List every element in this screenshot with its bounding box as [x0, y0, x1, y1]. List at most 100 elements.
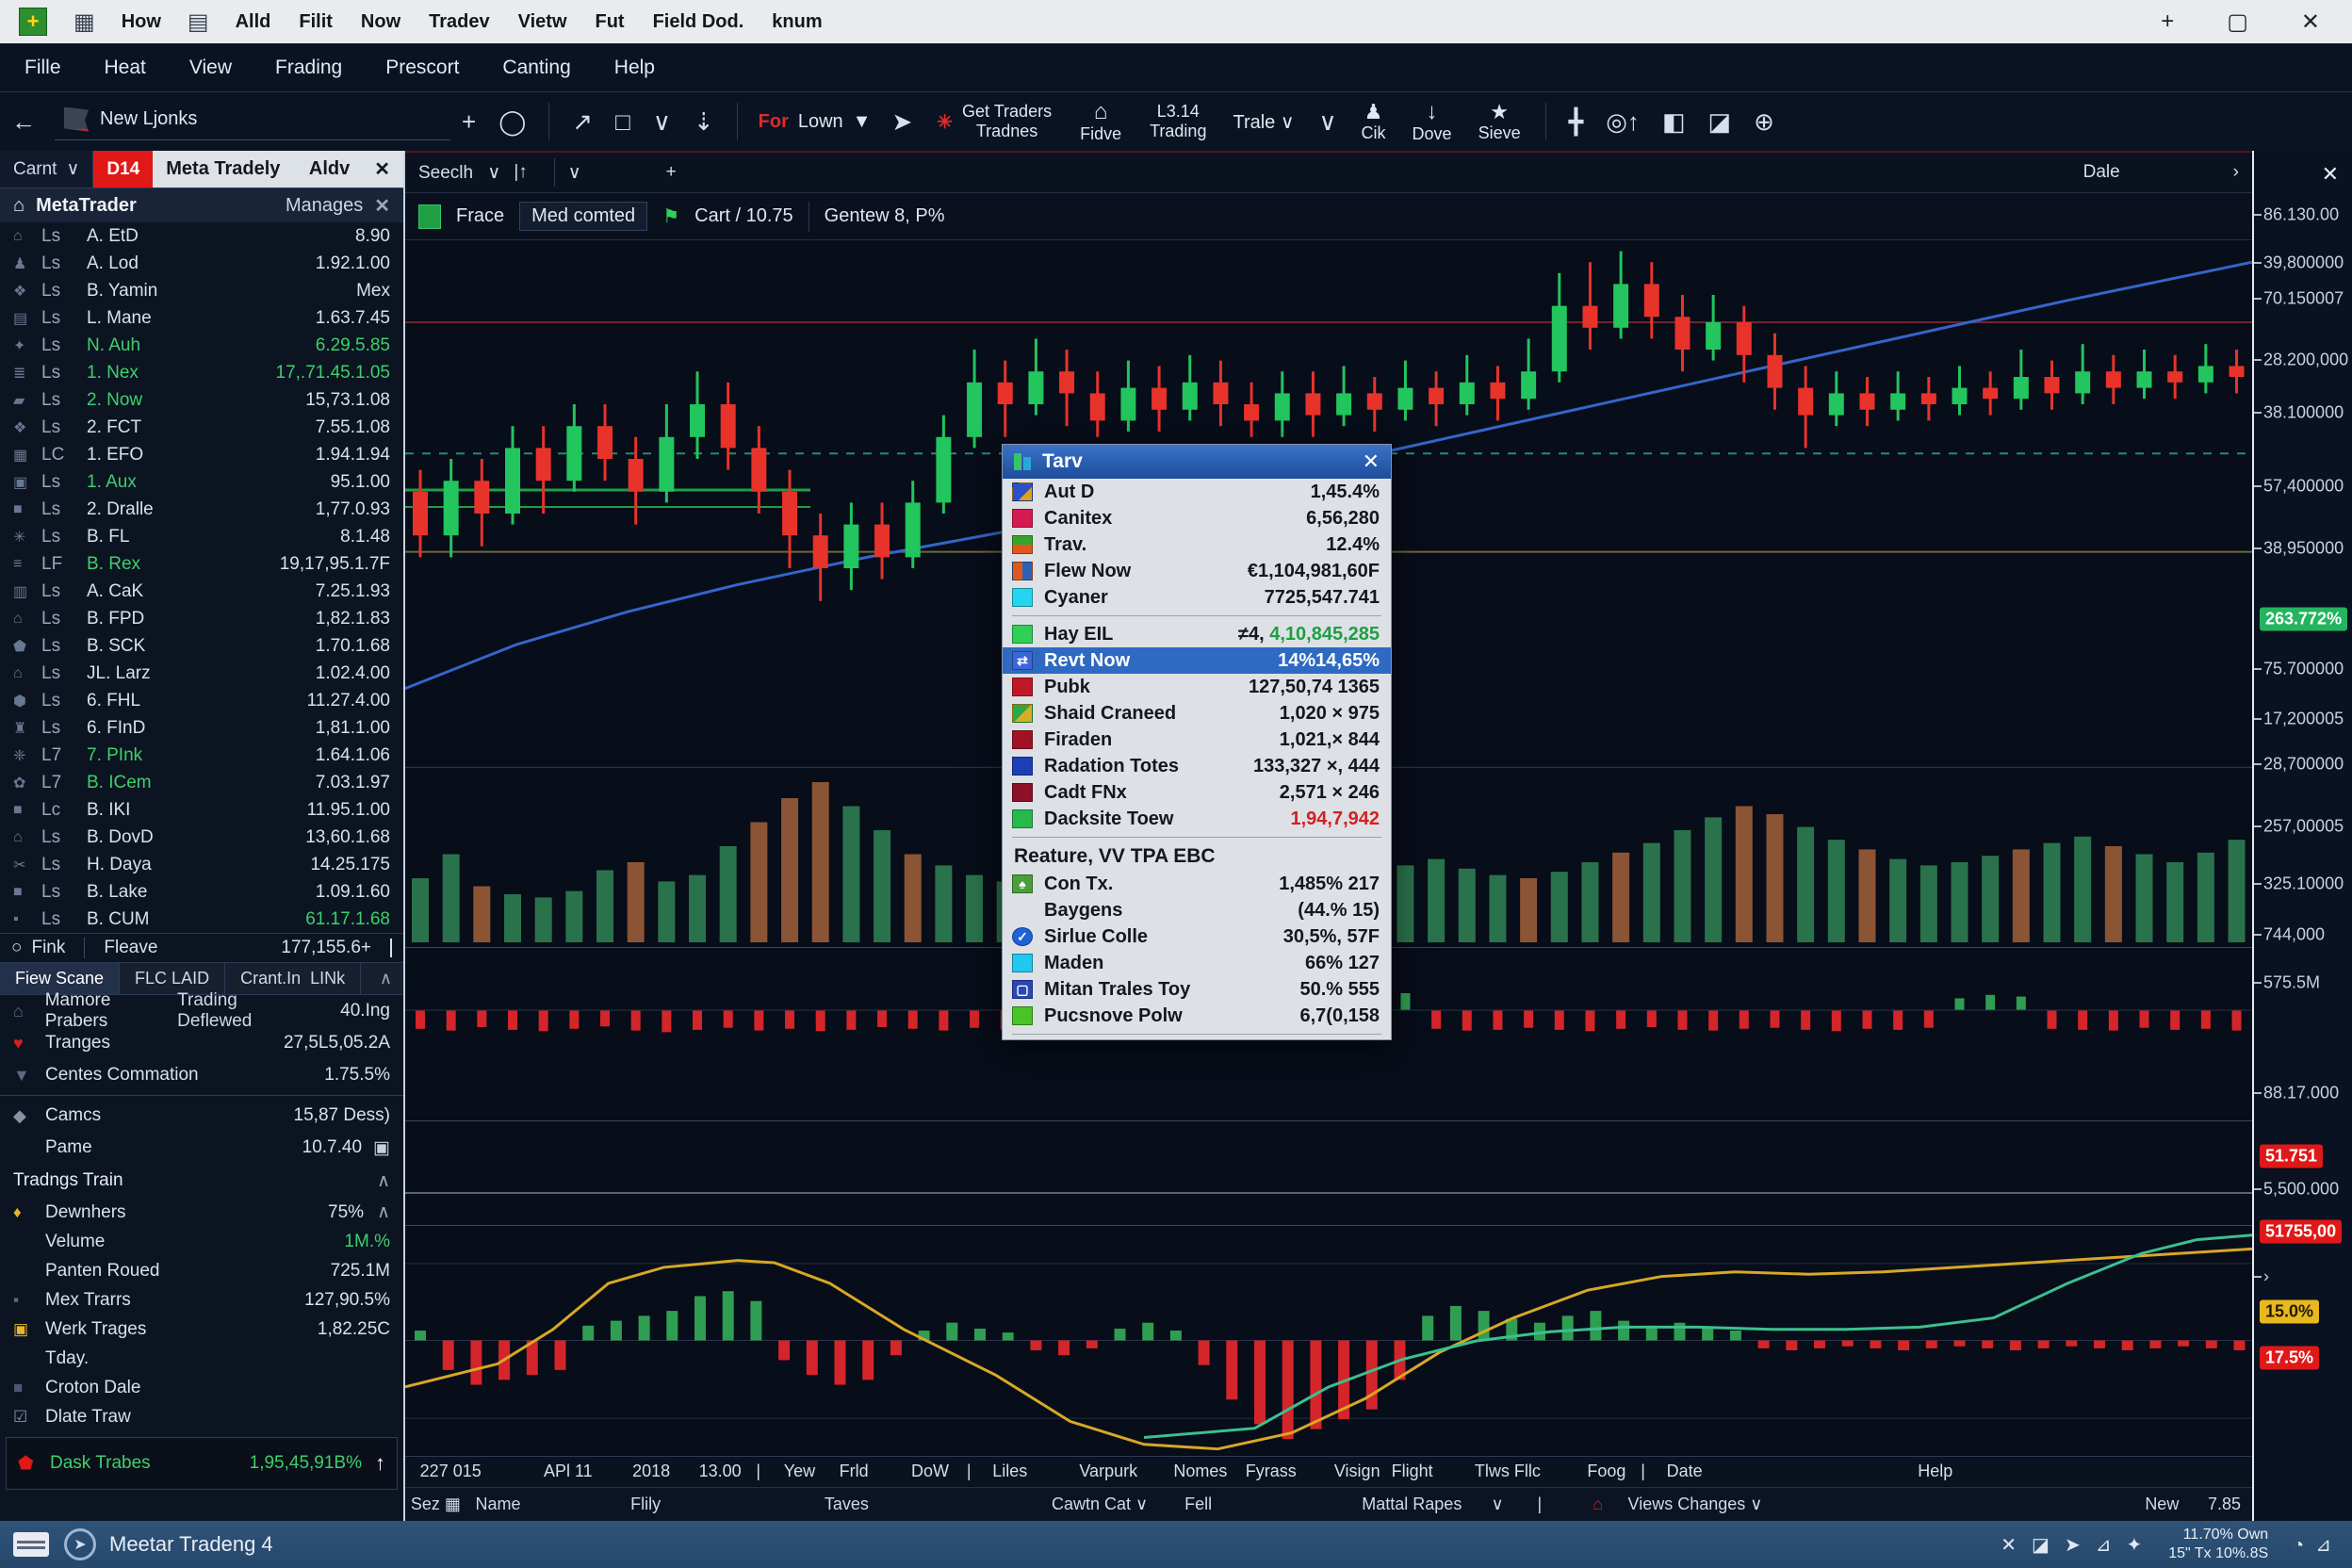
chevron-up-icon[interactable]: ∧: [379, 969, 392, 988]
for-lown-dropdown[interactable]: For Lown ▼: [749, 111, 881, 133]
dialog-row[interactable]: Radation Totes 133,327 ×, 444: [1003, 753, 1391, 779]
account-row[interactable]: ▼ Centes Commation 1.75.5%: [0, 1059, 403, 1091]
fidve-button[interactable]: ⌂ Fidve: [1065, 99, 1136, 144]
account-row[interactable]: ⌂ Mamore Prabers Trading Deflewed 40.Ing: [0, 990, 403, 1031]
tab-meta-tradely[interactable]: Meta Tradely Aldv ✕: [153, 151, 403, 188]
add-tab-icon[interactable]: +: [665, 162, 677, 182]
trading-row[interactable]: Tday.: [0, 1344, 403, 1373]
tab-crantin[interactable]: Crant.In LINk: [225, 963, 362, 994]
add-icon[interactable]: +: [462, 106, 477, 136]
close-icon[interactable]: ✕: [374, 159, 390, 180]
market-watch-row[interactable]: ▰ Ls 2. Now 15,73.1.08: [0, 386, 403, 414]
menubar-item[interactable]: Help: [613, 56, 655, 78]
tray-icons[interactable]: ✕ ◪ ➤ ⊿ ✦: [1993, 1533, 2149, 1557]
menubar-item[interactable]: Canting: [502, 56, 571, 78]
close-icon[interactable]: ✕: [374, 195, 390, 217]
market-watch-row[interactable]: ■ Ls 2. Dralle 1,77.0.93: [0, 496, 403, 523]
back-icon[interactable]: ←: [11, 106, 36, 136]
chevron-down-icon[interactable]: ∨: [652, 106, 671, 136]
window-icon[interactable]: ◧: [1661, 106, 1686, 136]
dialog-row[interactable]: Firaden 1,021,× 844: [1003, 727, 1391, 753]
new-links-box[interactable]: New Ljonks: [55, 104, 450, 140]
market-watch-row[interactable]: ▦ LC 1. EFO 1.94.1.94: [0, 441, 403, 468]
market-watch-row[interactable]: ■ Ls B. Lake 1.09.1.60: [0, 878, 403, 906]
market-watch-row[interactable]: ✂ Ls H. Daya 14.25.175: [0, 851, 403, 878]
market-watch-row[interactable]: ✳ Ls B. FL 8.1.48: [0, 523, 403, 550]
menubar-item[interactable]: Prescort: [385, 56, 460, 78]
dask-trabes-row[interactable]: ⬟ Dask Trabes 1,95,45,91B% ↑: [6, 1437, 398, 1490]
market-watch-row[interactable]: ≡ LF B. Rex 19,17,95.1.7F: [0, 550, 403, 578]
cursor-icon[interactable]: ➤: [891, 106, 913, 136]
get-traders-button[interactable]: ✳ Get Traders Tradnes: [923, 102, 1065, 140]
dialog-row[interactable]: ▢ Mitan Trales Toy 50.% 555: [1003, 976, 1391, 1003]
market-watch-row[interactable]: ⬢ Ls 6. FHL 11.27.4.00: [0, 687, 403, 714]
start-button-icon[interactable]: [13, 1532, 49, 1557]
close-icon[interactable]: ✕: [2321, 162, 2339, 186]
market-watch-row[interactable]: ≣ Ls 1. Nex 17,.71.45.1.05: [0, 359, 403, 386]
pause-circle-icon[interactable]: ⊕: [1754, 106, 1774, 136]
trale-dropdown[interactable]: Trale ∨: [1219, 110, 1307, 134]
status-item[interactable]: Mattal Rapes: [1362, 1494, 1462, 1513]
taskbar-app-label[interactable]: Meetar Tradeng 4: [109, 1532, 273, 1556]
titlebar-menu-item[interactable]: Fut: [595, 10, 625, 32]
network-clock-icons[interactable]: ◔ ⊿: [2287, 1533, 2337, 1557]
dialog-row[interactable]: Trav. 12.4%: [1003, 531, 1391, 558]
tray-icon[interactable]: ◪: [2032, 1534, 2050, 1556]
chevron-down-icon[interactable]: ∨: [1318, 106, 1337, 136]
dialog-row[interactable]: ⇄ Revt Now 14%14,65%: [1003, 647, 1391, 674]
upload-icon[interactable]: |↑: [514, 162, 528, 182]
search-row[interactable]: ○ Fink Fleave 177,155.6+: [0, 933, 403, 963]
account-row[interactable]: ♥ Tranges 27,5L5,05.2A: [0, 1027, 403, 1059]
market-watch-row[interactable]: ❈ L7 7. PInk 1.64.1.06: [0, 742, 403, 769]
time-axis[interactable]: 227 015 APl 11 2018 13.00 | Yew Frld DoW | Liles V…: [405, 1456, 2252, 1487]
market-watch-row[interactable]: ♟ Ls A. Lod 1.92.1.00: [0, 250, 403, 277]
market-watch-row[interactable]: ✿ L7 B. ICem 7.03.1.97: [0, 769, 403, 796]
close-button[interactable]: ✕: [2300, 8, 2320, 35]
market-watch-row[interactable]: ⬟ Ls B. SCK 1.70.1.68: [0, 632, 403, 660]
market-watch-row[interactable]: ■ Lc B. IKI 11.95.1.00: [0, 796, 403, 824]
status-item[interactable]: ∨: [1491, 1494, 1504, 1513]
trading-row[interactable]: Panten Roued 725.1M: [0, 1256, 403, 1285]
menubar-item[interactable]: Fille: [24, 56, 61, 78]
dialog-row[interactable]: Maden 66% 127: [1003, 950, 1391, 976]
arrow-up-right-icon[interactable]: ↗: [572, 106, 594, 136]
market-watch-row[interactable]: ❖ Ls B. Yamin Mex: [0, 277, 403, 304]
minimize-button[interactable]: +: [2161, 8, 2175, 34]
dove-button[interactable]: ↓ Dove: [1399, 99, 1465, 144]
market-watch-row[interactable]: ✦ Ls N. Auh 6.29.5.85: [0, 332, 403, 359]
dialog-row[interactable]: Pucsnove Polw 6,7(0,158: [1003, 1003, 1391, 1029]
tab-fiew-scane[interactable]: Fiew Scane: [0, 963, 121, 994]
trading-row[interactable]: ♦ Dewnhers 75% ∧: [0, 1198, 403, 1227]
trading-row[interactable]: ▪ Mex Trarrs 127,90.5%: [0, 1285, 403, 1315]
account-row[interactable]: Pame 10.7.40 ▣: [0, 1132, 403, 1164]
trading-row[interactable]: ☑ Dlate Traw: [0, 1402, 403, 1431]
sieve-button[interactable]: ★ Sieve: [1465, 100, 1534, 143]
tray-icon[interactable]: ◔: [2293, 1534, 2305, 1556]
dialog-row[interactable]: Pubk 127,50,74 1365: [1003, 674, 1391, 700]
chart-search[interactable]: Seeclh ∨: [405, 162, 500, 184]
dialog-row[interactable]: Dacksite Toew 1,94,7,942: [1003, 806, 1391, 832]
trading-row[interactable]: ■ Croton Dale: [0, 1373, 403, 1402]
market-watch-row[interactable]: ⌂ Ls B. DovD 13,60.1.68: [0, 824, 403, 851]
dialog-row[interactable]: Cyaner 7725,547.741: [1003, 584, 1391, 611]
titlebar-menu-item[interactable]: Vietw: [517, 10, 567, 32]
dialog-row[interactable]: Flew Now €1,104,981,60F: [1003, 558, 1391, 584]
tray-icon[interactable]: ⊿: [2315, 1534, 2331, 1556]
titlebar-menu-how[interactable]: How: [121, 10, 161, 32]
menubar-item[interactable]: Heat: [104, 56, 146, 78]
market-watch-row[interactable]: ⌂ Ls JL. Larz 1.02.4.00: [0, 660, 403, 687]
chart-icon[interactable]: ◪: [1707, 106, 1732, 136]
dialog-row[interactable]: ♠ Con Tx. 1,485% 217: [1003, 871, 1391, 897]
candlestick-chart[interactable]: [405, 240, 2252, 947]
dialog-row[interactable]: Hay EIL ≠4, 4,10,845,285: [1003, 621, 1391, 647]
status-item[interactable]: Views Changes ∨: [1627, 1494, 1763, 1513]
dialog-row[interactable]: Aut D 1,45.4%: [1003, 479, 1391, 505]
titlebar-menu-item[interactable]: Alld: [235, 10, 271, 32]
trading-row[interactable]: ▣ Werk Trages 1,82.25C: [0, 1315, 403, 1344]
price-axis[interactable]: ✕ 86.130.00 39,800000 70.150007 28.200,000 3…: [2252, 151, 2352, 1521]
next-icon[interactable]: ›: [2232, 162, 2239, 182]
market-watch-row[interactable]: ▪ Ls B. CUM 61.17.1.68: [0, 906, 403, 933]
titlebar-menu-item[interactable]: Now: [360, 10, 401, 32]
tab-d14[interactable]: D14: [93, 151, 154, 188]
tray-icon[interactable]: ✦: [2126, 1534, 2143, 1556]
